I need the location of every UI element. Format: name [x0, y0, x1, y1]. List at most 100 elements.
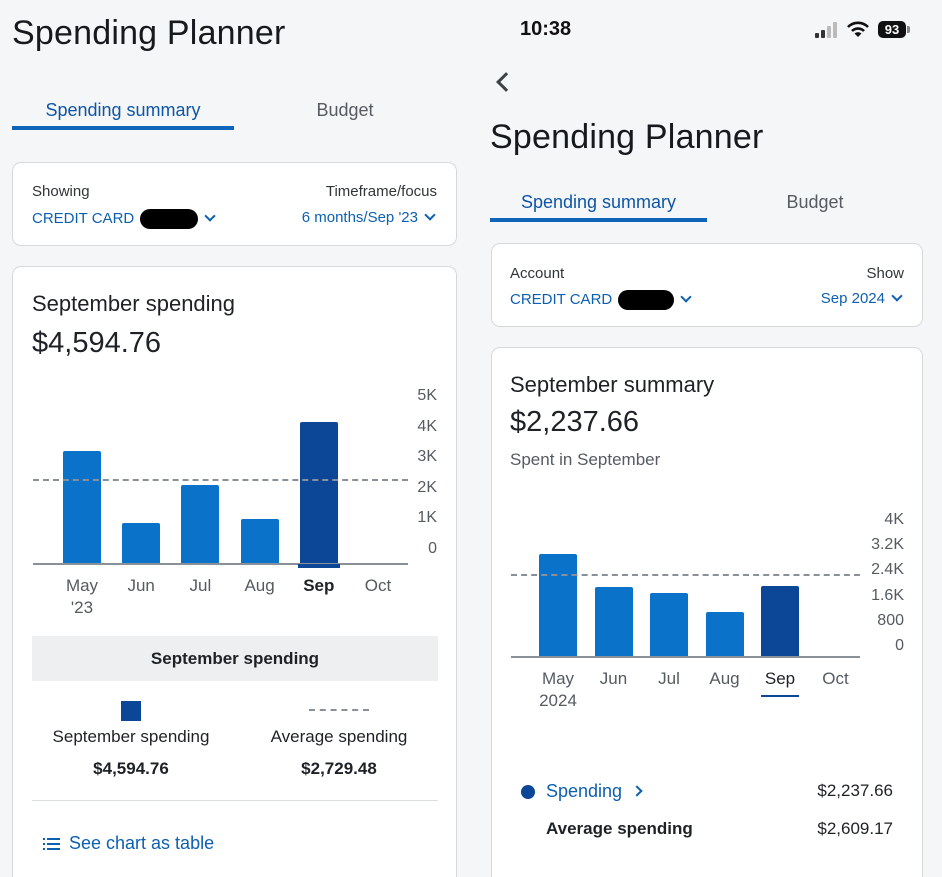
spending-card: September spending $4,594.76 5K 4K 3K 2K 1K 0… [12, 266, 457, 877]
divider [32, 800, 438, 801]
chart-bar[interactable] [181, 484, 220, 563]
selected-month-indicator [761, 695, 799, 697]
page-title: Spending Planner [490, 118, 764, 156]
x-tick-label[interactable]: Jun [599, 669, 628, 688]
see-chart-as-table-link[interactable]: See chart as table [43, 833, 214, 854]
summary-card: September summary $2,237.66 Spent in Sep… [491, 347, 923, 877]
spending-bar-chart: 5K 4K 3K 2K 1K 0 May '23 Jun Jul Aug Sep Oct [13, 267, 458, 627]
x-tick-label[interactable]: Jul [189, 576, 212, 595]
x-tick-label[interactable]: Aug [244, 576, 275, 595]
tab-budget[interactable]: Budget [786, 192, 844, 212]
spending-legend-label: Spending [546, 781, 623, 801]
battery-tip [907, 26, 910, 33]
legend-current-label: September spending [52, 727, 210, 746]
battery-icon: 93 [878, 21, 906, 38]
chart-bar[interactable] [539, 553, 577, 656]
chevron-down-icon [204, 210, 217, 222]
x-tick-label[interactable]: Sep [303, 576, 335, 595]
chart-bar[interactable] [240, 518, 279, 563]
x-tick-label[interactable]: May '23 [65, 576, 99, 617]
back-chevron-icon[interactable] [496, 72, 516, 92]
average-line [511, 573, 860, 576]
tab-spending-summary[interactable]: Spending summary [45, 100, 201, 120]
y-tick-label: 0 [428, 540, 437, 557]
x-tick-label[interactable]: Sep [764, 669, 796, 688]
chart-bar[interactable] [594, 586, 633, 656]
redacted-account-number [140, 209, 199, 229]
account-selector[interactable]: CREDIT CARD [510, 290, 693, 310]
timeframe-label: Timeframe/focus [325, 183, 437, 200]
chart-bar[interactable] [761, 585, 799, 656]
y-tick-label: 4K [417, 417, 437, 435]
summary-amount: $2,237.66 [510, 406, 640, 438]
y-tick-label: 1K [417, 509, 437, 527]
x-tick-label[interactable]: Aug [709, 669, 740, 688]
y-tick-label: 5K [417, 387, 437, 404]
y-tick-label: 0 [895, 637, 904, 654]
chevron-down-icon [891, 290, 903, 302]
summary-bar-chart: 4K 3.2K 2.4K 1.6K 800 0 May 2024 Jun Jul Aug Sep Oc… [492, 348, 924, 728]
active-tab-indicator [490, 218, 707, 222]
page-title: Spending Planner [12, 14, 286, 52]
list-icon [43, 838, 60, 851]
chart-bar[interactable] [63, 451, 101, 563]
summary-heading: September summary [510, 372, 715, 397]
chevron-down-icon [424, 209, 436, 221]
legend-swatch-current [121, 701, 141, 721]
show-label: Show [866, 265, 904, 282]
wifi-icon [847, 21, 869, 43]
timeframe-value: 6 months/Sep '23 [301, 209, 418, 226]
account-value: CREDIT CARD [32, 209, 135, 227]
summary-caption: Spent in September [510, 450, 661, 469]
legend-average-label: Average spending [270, 727, 408, 746]
y-tick-label: 2K [417, 478, 437, 496]
x-tick-label[interactable]: May 2024 [539, 669, 577, 710]
chart-bar[interactable] [705, 611, 744, 656]
spending-legend-value: $2,237.66 [817, 781, 893, 800]
timeframe-selector[interactable]: 6 months/Sep '23 [301, 209, 436, 226]
account-label: Account [510, 265, 565, 282]
x-tick-label[interactable]: Oct [364, 576, 392, 595]
account-selector[interactable]: CREDIT CARD [32, 209, 217, 229]
legend-header: September spending [32, 636, 438, 681]
legend-average-value: $2,729.48 [301, 759, 377, 778]
redacted-account-number [618, 290, 675, 310]
y-tick-label: 2.4K [871, 561, 904, 579]
summary-amount: $4,594.76 [32, 327, 162, 359]
average-line [33, 479, 408, 482]
average-legend-label: Average spending [546, 819, 693, 838]
account-value: CREDIT CARD [510, 290, 613, 308]
filter-card: Showing CREDIT CARD Timeframe/focus 6 mo… [12, 162, 457, 246]
legend-average-line [309, 709, 369, 711]
tab-budget[interactable]: Budget [316, 100, 374, 120]
period-value: Sep 2024 [820, 290, 885, 307]
chart-bar[interactable] [299, 422, 338, 563]
y-tick-label: 3.2K [871, 536, 904, 554]
x-tick-label[interactable]: Jul [658, 669, 680, 688]
tab-spending-summary[interactable]: Spending summary [520, 192, 677, 212]
x-tick-label[interactable]: Oct [822, 669, 849, 688]
chart-baseline [511, 656, 860, 658]
see-chart-as-table-label: See chart as table [69, 833, 215, 853]
legend-current-value: $4,594.76 [93, 759, 169, 778]
summary-heading: September spending [32, 291, 236, 316]
chevron-down-icon [680, 291, 693, 303]
y-tick-label: 3K [417, 448, 437, 466]
y-tick-label: 1.6K [871, 586, 904, 604]
y-tick-label: 4K [884, 511, 904, 528]
chart-baseline [33, 563, 408, 565]
status-time: 10:38 [520, 18, 572, 40]
spending-legend-link[interactable]: Spending [546, 781, 643, 802]
chart-bar[interactable] [122, 523, 161, 563]
chevron-right-icon [631, 785, 643, 797]
selected-month-indicator [297, 564, 340, 568]
x-tick-label[interactable]: Jun [127, 576, 155, 595]
average-legend-value: $2,609.17 [817, 819, 893, 838]
y-tick-label: 800 [877, 611, 904, 629]
signal-icon [815, 22, 839, 43]
chart-bar[interactable] [650, 593, 688, 656]
showing-label: Showing [32, 183, 90, 200]
period-selector[interactable]: Sep 2024 [820, 290, 903, 307]
filter-card: Account CREDIT CARD Show Sep 2024 [491, 243, 923, 327]
active-tab-indicator [12, 126, 234, 130]
